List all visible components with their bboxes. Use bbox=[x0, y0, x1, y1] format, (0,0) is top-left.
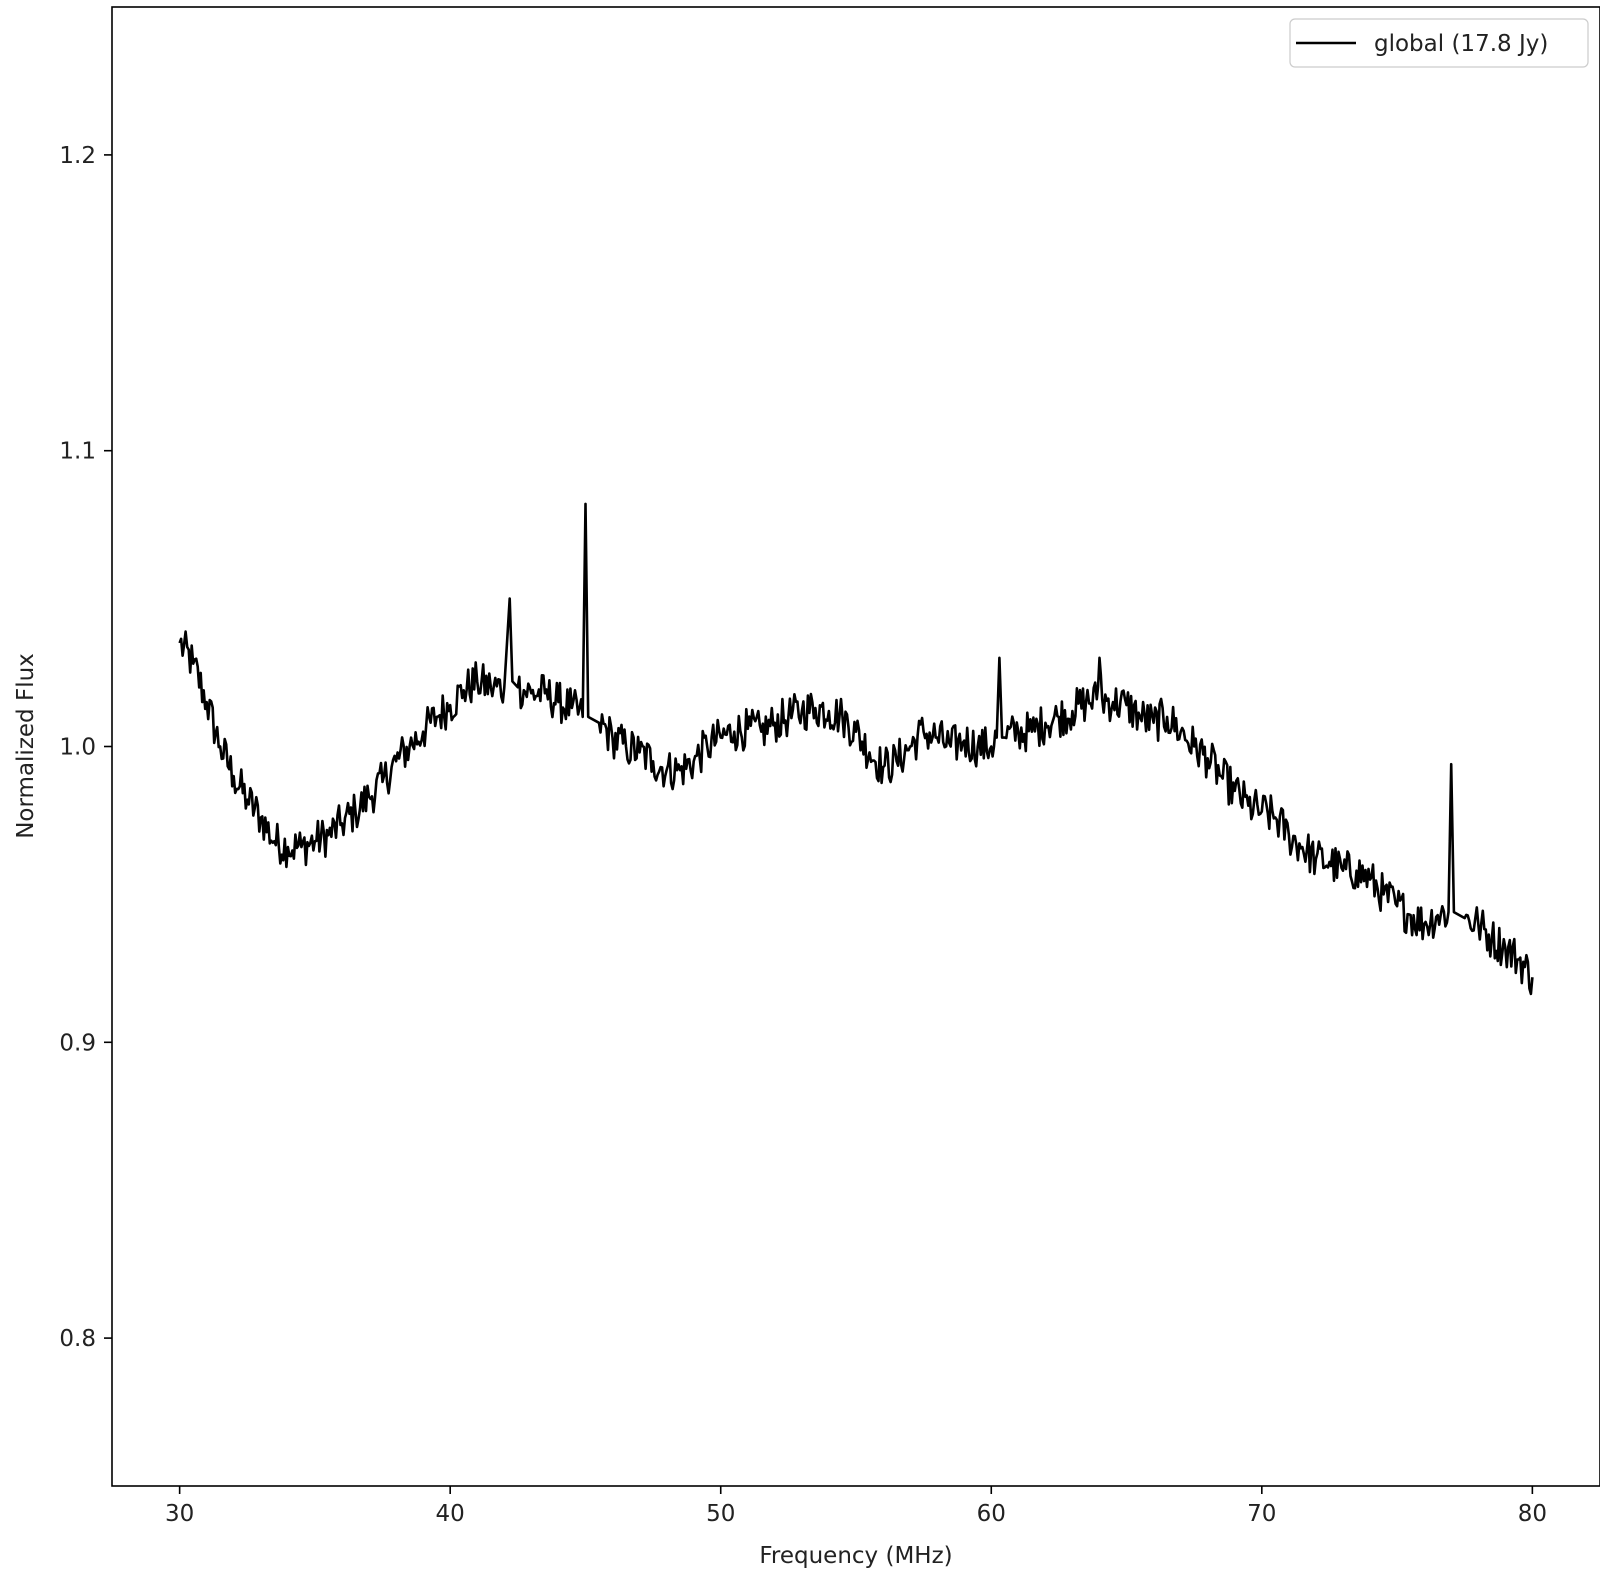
y-tick-label: 1.0 bbox=[59, 735, 96, 761]
x-tick-label: 70 bbox=[1247, 1501, 1276, 1527]
x-axis-ticks: 30 40 50 60 70 80 bbox=[165, 1486, 1547, 1527]
legend-entry-global: global (17.8 Jy) bbox=[1374, 31, 1548, 57]
y-tick-label: 0.8 bbox=[59, 1326, 96, 1352]
x-tick-label: 40 bbox=[436, 1501, 465, 1527]
y-tick-label: 0.9 bbox=[59, 1030, 96, 1056]
x-tick-label: 30 bbox=[165, 1501, 194, 1527]
x-tick-label: 50 bbox=[706, 1501, 735, 1527]
legend-box bbox=[1289, 18, 1589, 68]
y-tick-label: 1.1 bbox=[59, 439, 96, 465]
y-axis-label: Normalized Flux bbox=[13, 653, 39, 839]
y-axis-ticks: 0.8 0.9 1.0 1.1 1.2 bbox=[59, 143, 112, 1352]
y-tick-label: 1.2 bbox=[59, 143, 96, 169]
x-tick-label: 80 bbox=[1518, 1501, 1547, 1527]
x-axis-label: Frequency (MHz) bbox=[759, 1543, 952, 1569]
x-tick-label: 60 bbox=[977, 1501, 1006, 1527]
plot-area bbox=[178, 502, 1534, 996]
series-line-global bbox=[178, 502, 1534, 996]
legend: global (17.8 Jy) bbox=[1289, 18, 1589, 68]
